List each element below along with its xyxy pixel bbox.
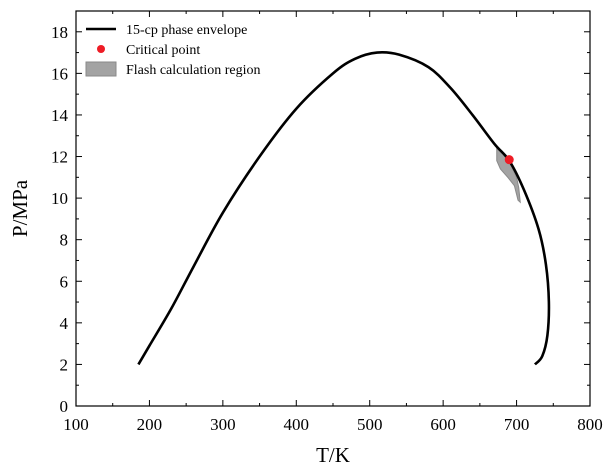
x-tick-label: 700 <box>504 415 530 434</box>
y-tick-label: 12 <box>51 148 68 167</box>
x-tick-label: 500 <box>357 415 383 434</box>
x-tick-label: 800 <box>577 415 603 434</box>
y-tick-label: 0 <box>60 397 69 416</box>
y-tick-label: 10 <box>51 189 68 208</box>
y-tick-label: 14 <box>51 106 69 125</box>
legend: 15-cp phase envelope Critical point Flash … <box>85 23 261 78</box>
y-tick-label: 2 <box>60 355 69 374</box>
x-tick-label: 600 <box>430 415 456 434</box>
legend-critical-point-swatch <box>97 45 105 53</box>
x-tick-label: 100 <box>63 415 89 434</box>
phase-envelope-line <box>137 50 551 366</box>
y-tick-label: 6 <box>60 272 69 291</box>
x-axis-title: T/K <box>316 443 350 467</box>
legend-flash-region-label: Flash calculation region <box>126 63 261 78</box>
legend-critical-point-label: Critical point <box>126 43 200 58</box>
y-axis-title: P/MPa <box>8 179 32 237</box>
legend-flash-region-swatch <box>85 61 117 77</box>
y-tick-label: 8 <box>60 231 69 250</box>
legend-envelope-label: 15-cp phase envelope <box>126 23 247 38</box>
x-tick-label: 200 <box>137 415 163 434</box>
y-tick-label: 4 <box>60 314 69 333</box>
axes: 100 200 300 400 500 600 700 800 0 2 4 6 8 10 12 14 16 18 <box>51 10 603 434</box>
critical-point-marker <box>504 155 514 165</box>
y-tick-label: 16 <box>51 64 68 83</box>
x-tick-label: 400 <box>284 415 310 434</box>
series-layer <box>137 50 551 366</box>
y-tick-label: 18 <box>51 23 68 42</box>
x-tick-label: 300 <box>210 415 236 434</box>
